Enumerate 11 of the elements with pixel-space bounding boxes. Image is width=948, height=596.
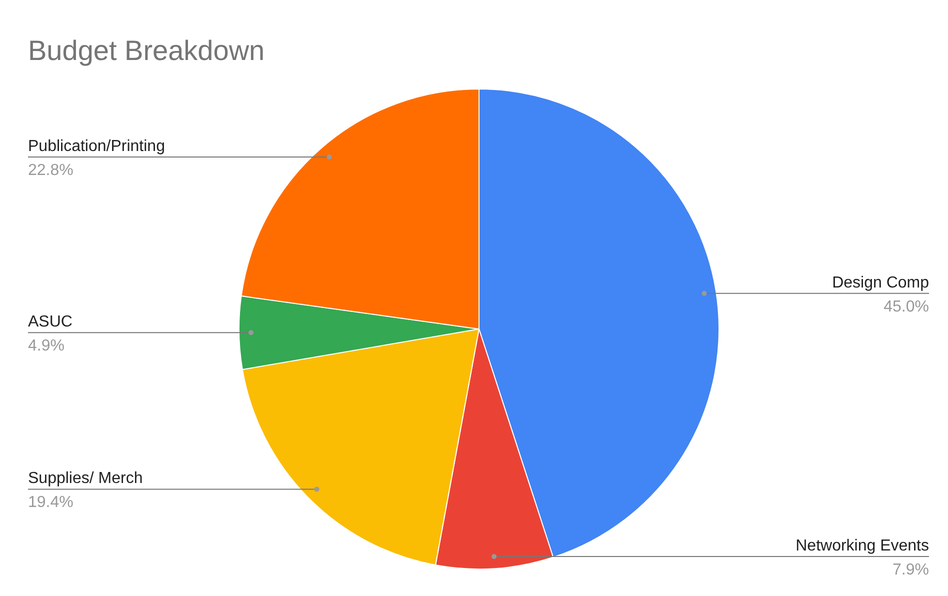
slice-label: Supplies/ Merch <box>28 470 143 488</box>
slice-label: ASUC <box>28 314 72 331</box>
slice-label: Networking Events <box>796 538 929 555</box>
data-label: 45.0% <box>884 298 929 316</box>
data-label: 19.4% <box>28 494 74 512</box>
slice-label: Publication/Printing <box>28 138 165 156</box>
data-label: 4.9% <box>28 338 64 355</box>
slice-label: Design Comp <box>832 274 930 292</box>
chart-title: Budget Breakdown <box>28 35 265 66</box>
data-label: 22.8% <box>28 162 74 180</box>
data-label: 7.9% <box>892 562 929 579</box>
